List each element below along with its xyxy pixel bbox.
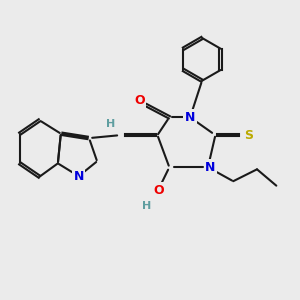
Text: N: N xyxy=(74,170,84,183)
Text: H: H xyxy=(106,119,116,129)
Text: S: S xyxy=(244,129,253,142)
Text: H: H xyxy=(142,202,152,212)
Text: O: O xyxy=(134,94,145,106)
Text: N: N xyxy=(185,111,195,124)
Text: N: N xyxy=(205,161,215,174)
Text: O: O xyxy=(154,184,164,196)
